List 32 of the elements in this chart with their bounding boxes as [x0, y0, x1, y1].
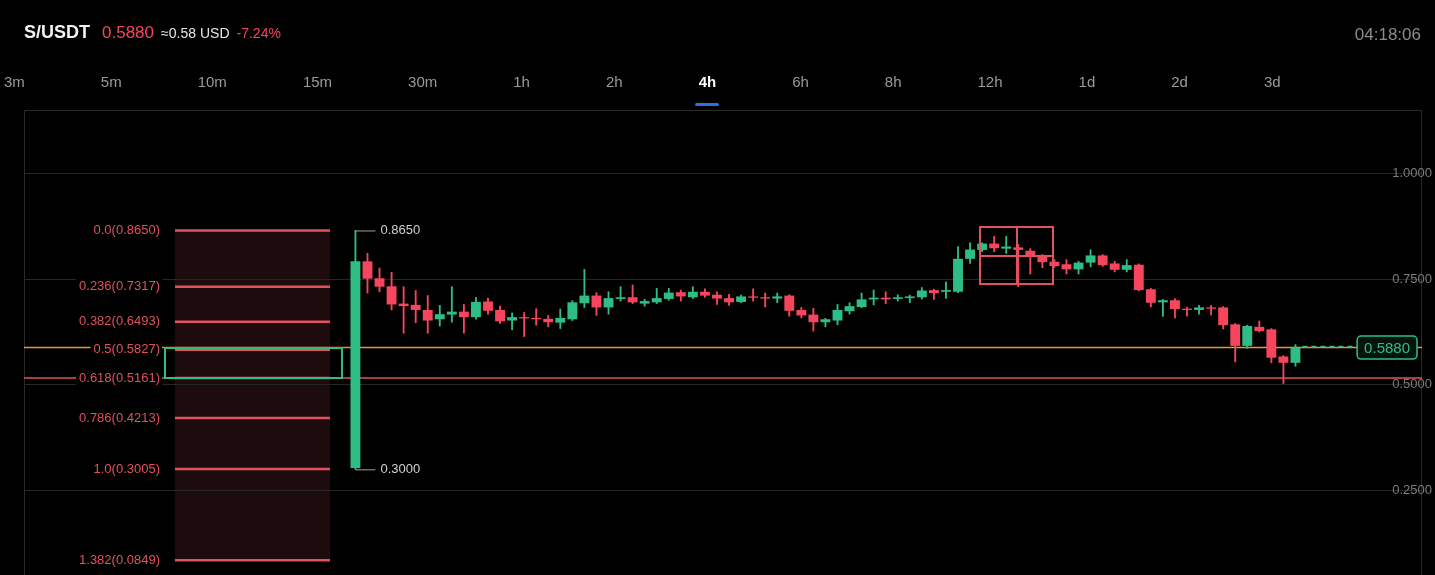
text: 12h [977, 73, 1003, 90]
text: 2h [605, 73, 623, 90]
text: 5m [100, 73, 122, 90]
y-tick-label: 0.2500 [1392, 482, 1432, 498]
y-tick-label: 1.0000 [1392, 164, 1432, 180]
ref-line-label: 0.0(0.8650) [93, 222, 160, 238]
text: 1d [1078, 73, 1096, 90]
text: 8h [884, 73, 902, 90]
ref-line-label: 0.618(0.5161) [79, 369, 160, 385]
annotation: 0.5880 [1364, 338, 1411, 356]
ref-line-label: 0.236(0.7317) [79, 278, 160, 294]
text: 2d [1171, 73, 1188, 90]
text: 04:18:06 [1354, 25, 1421, 45]
annotation: 0.8650 [380, 222, 421, 238]
text: 30m [408, 73, 438, 90]
annotation: 0.3000 [380, 460, 421, 476]
text: 3m [4, 73, 25, 90]
y-tick-label: 0.5000 [1392, 376, 1432, 392]
text: 15m [302, 73, 333, 90]
text: 6h [792, 73, 809, 90]
ref-line-label: 1.0(0.3005) [93, 460, 160, 476]
ref-line-label: 1.382(0.0849) [79, 551, 160, 567]
text: 3d [1263, 73, 1281, 90]
text: 10m [197, 73, 227, 90]
ref-line-label: 0.382(0.6493) [79, 313, 160, 329]
text: 1h [513, 73, 530, 90]
chart-subtitle: 0.5880 ≈0.58 USD -7.24% [102, 23, 281, 43]
ref-line-label: 0.5(0.5827) [93, 341, 160, 357]
chart-title: S/USDT [24, 22, 91, 43]
text: 4h [698, 73, 717, 90]
ref-line-label: 0.786(0.4213) [79, 409, 160, 425]
y-tick-label: 0.7500 [1392, 270, 1432, 286]
